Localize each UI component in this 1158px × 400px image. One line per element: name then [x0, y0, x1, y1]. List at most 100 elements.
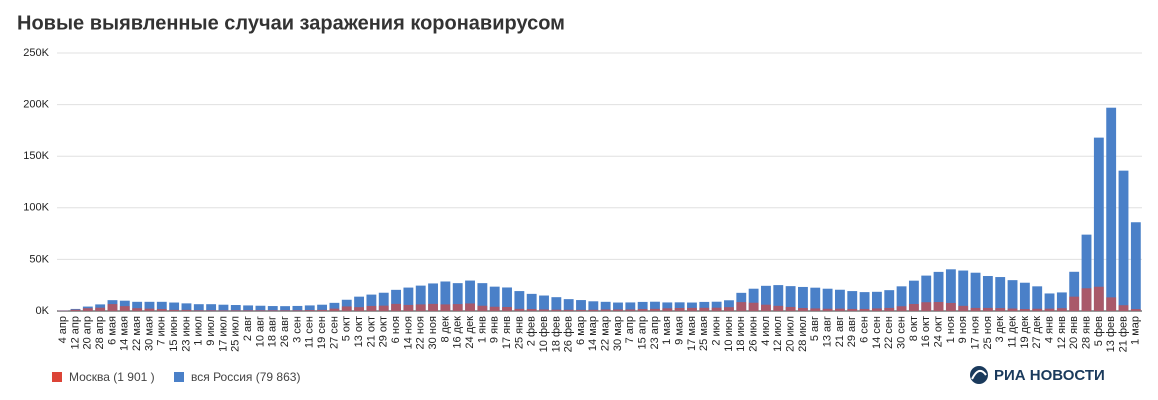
bar: [1007, 308, 1018, 311]
x-tick-label: 1 мая: [661, 316, 673, 345]
bar: [280, 306, 291, 311]
bar: [230, 305, 241, 311]
x-tick-label: 17 янв: [501, 316, 513, 349]
x-tick-label: 21 фев: [1117, 316, 1129, 352]
bar: [1106, 297, 1117, 311]
bar: [119, 300, 130, 311]
bar: [317, 304, 328, 311]
bar: [206, 304, 217, 311]
bar: [785, 286, 796, 311]
x-tick-label: 18 авг: [267, 316, 279, 347]
bar: [539, 309, 549, 311]
bar: [292, 305, 303, 311]
bar: [1056, 292, 1067, 311]
bar: [82, 308, 93, 311]
x-tick-label: 10 июн: [723, 316, 735, 352]
x-tick-label: 23 апр: [649, 316, 661, 349]
x-tick-label: 27 сен: [328, 316, 340, 349]
bar: [514, 291, 525, 311]
bar: [317, 309, 328, 311]
bar: [403, 304, 414, 311]
y-tick-label: 0K: [36, 305, 50, 317]
x-tick-label: 12 июл: [772, 316, 784, 352]
x-tick-label: 22 мар: [600, 316, 612, 351]
bar: [933, 271, 944, 311]
bar: [773, 285, 784, 311]
bar: [243, 310, 254, 311]
bar: [613, 302, 623, 311]
bar: [502, 287, 512, 311]
bar: [1081, 234, 1092, 311]
bar: [625, 309, 636, 311]
bar: [169, 302, 180, 311]
bar: [551, 309, 562, 311]
bar: [674, 302, 685, 311]
bar: [1093, 286, 1104, 311]
bar: [1106, 107, 1117, 311]
x-tick-label: 29 окт: [378, 316, 390, 347]
bar: [144, 308, 155, 311]
bar: [650, 301, 660, 311]
bar: [945, 269, 956, 311]
x-tick-label: 20 янв: [1068, 316, 1080, 349]
x-tick-label: 25 ноя: [982, 316, 994, 349]
x-tick-label: 14 ноя: [402, 316, 414, 349]
bar: [539, 295, 549, 311]
bar: [576, 300, 586, 311]
bar: [613, 309, 623, 311]
x-tick-label: 26 авг: [279, 316, 291, 347]
bar: [119, 306, 130, 311]
x-tick-label: 5 фев: [1093, 316, 1105, 346]
bar: [132, 301, 143, 311]
bar: [761, 304, 771, 311]
bar: [465, 280, 475, 311]
bar: [687, 302, 697, 311]
x-tick-label: 25 июл: [230, 316, 242, 352]
x-tick-label: 17 мая: [686, 316, 698, 351]
bar: [822, 308, 833, 311]
x-tick-label: 26 июн: [748, 316, 760, 352]
legend-swatch: [52, 372, 62, 382]
bar: [822, 288, 833, 311]
legend-label: Москва (1 901 ): [69, 370, 155, 384]
bar: [526, 309, 537, 311]
bar: [514, 308, 525, 311]
x-tick-label: 7 апр: [624, 316, 636, 343]
x-tick-label: 26 фев: [563, 316, 575, 352]
bar: [1130, 309, 1141, 311]
x-tick-label: 9 янв: [489, 316, 501, 343]
bar: [304, 310, 315, 311]
x-tick-label: 24 окт: [932, 316, 944, 347]
bar: [107, 304, 118, 311]
x-tick-label: 16 дек: [452, 316, 464, 349]
x-tick-label: 19 сен: [316, 316, 328, 349]
x-tick-label: 13 авг: [822, 316, 834, 347]
bar: [415, 304, 426, 311]
bar: [70, 309, 81, 311]
bar: [600, 309, 611, 311]
x-tick-label: 1 янв: [476, 316, 488, 343]
bar: [341, 306, 352, 311]
x-tick-label: 18 фев: [550, 316, 562, 352]
bar: [415, 285, 426, 311]
x-tick-label: 7 июн: [156, 316, 168, 346]
bar: [378, 292, 389, 311]
x-tick-label: 5 окт: [341, 316, 353, 341]
x-tick-label: 13 окт: [353, 316, 365, 347]
bar: [1019, 309, 1030, 311]
bar: [428, 283, 438, 311]
x-tick-label: 14 мар: [587, 316, 599, 351]
bar: [625, 302, 636, 311]
x-tick-label: 30 ноя: [427, 316, 439, 349]
bar: [477, 283, 488, 311]
bar: [736, 302, 747, 311]
bar: [354, 296, 365, 311]
x-tick-label: 14 сен: [871, 316, 883, 349]
bar: [662, 308, 673, 311]
bar: [687, 307, 697, 311]
x-tick-label: 9 ноя: [957, 316, 969, 343]
x-tick-label: 3 сен: [291, 316, 303, 343]
bar: [736, 292, 747, 311]
bar: [908, 280, 919, 311]
bar: [724, 300, 734, 311]
